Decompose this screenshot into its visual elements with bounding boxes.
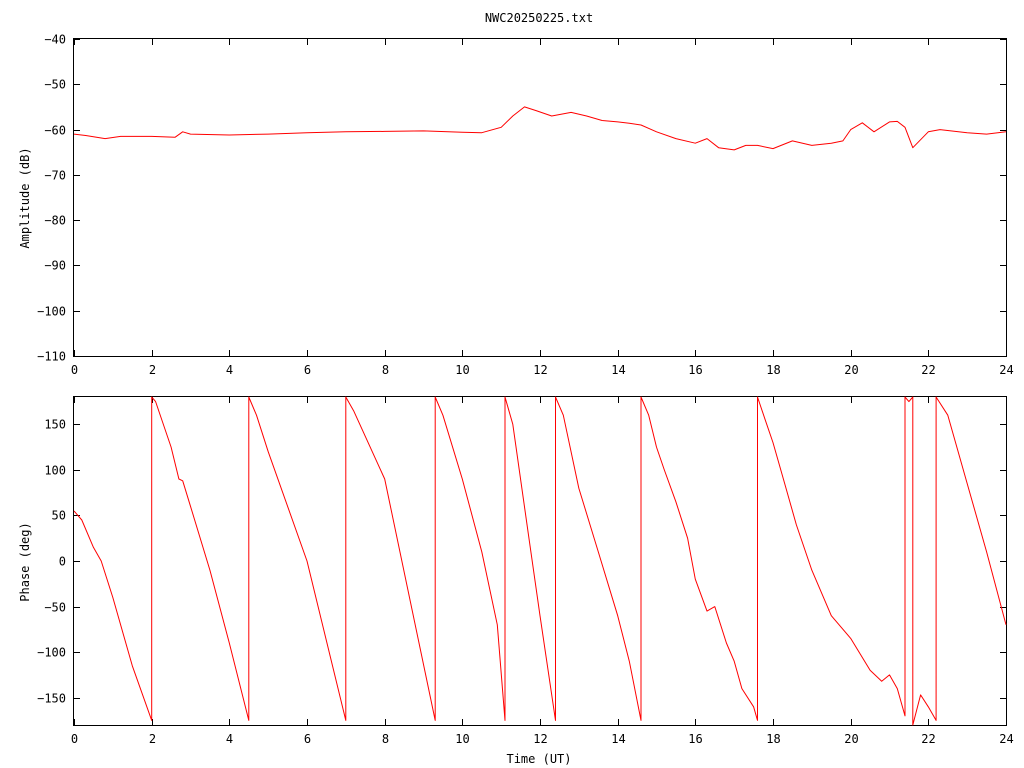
phase-x-tick-label: 16	[688, 732, 702, 746]
phase-x-axis-label: Time (UT)	[506, 752, 571, 766]
amplitude-y-tick-label: −50	[44, 78, 66, 92]
amplitude-y-tick-label: −60	[44, 124, 66, 138]
phase-y-tick-label: −150	[37, 692, 66, 706]
amplitude-x-tick-label: 16	[688, 363, 702, 377]
amplitude-frame	[73, 38, 1007, 357]
amplitude-x-tick-label: 22	[921, 363, 935, 377]
amplitude-trace	[73, 106, 1007, 151]
amplitude-y-tick-label: −90	[44, 259, 66, 273]
amplitude-x-tick-label: 2	[149, 363, 156, 377]
chart-title: NWC20250225.txt	[485, 11, 593, 25]
amplitude-x-tick-label: 20	[844, 363, 858, 377]
phase-y-tick-label: 0	[59, 555, 66, 569]
phase-y-tick-label: 100	[44, 464, 66, 478]
amplitude-y-tick-label: −110	[37, 350, 66, 364]
amplitude-y-tick-label: −70	[44, 169, 66, 183]
amplitude-x-tick-label: 0	[71, 363, 78, 377]
phase-y-tick-label: −100	[37, 646, 66, 660]
amplitude-y-tick-label: −80	[44, 214, 66, 228]
phase-frame	[73, 396, 1007, 726]
phase-x-tick-label: 14	[611, 732, 625, 746]
phase-x-tick-label: 24	[999, 732, 1013, 746]
amplitude-x-tick-label: 14	[611, 363, 625, 377]
amplitude-x-tick-label: 4	[226, 363, 233, 377]
amplitude-y-tick-label: −40	[44, 33, 66, 47]
amplitude-x-tick-label: 18	[766, 363, 780, 377]
amplitude-x-tick-label: 8	[382, 363, 389, 377]
phase-x-tick-label: 8	[382, 732, 389, 746]
phase-x-tick-label: 10	[455, 732, 469, 746]
amplitude-x-tick-label: 10	[455, 363, 469, 377]
amplitude-x-tick-label: 6	[304, 363, 311, 377]
phase-y-tick-label: 50	[52, 509, 66, 523]
phase-x-tick-label: 12	[533, 732, 547, 746]
phase-panel: 0 2 4 6 8 10 12 14 16 18 20 22 24−150−100−5005010015…	[18, 396, 1014, 766]
amplitude-x-tick-label: 12	[533, 363, 547, 377]
phase-x-tick-label: 22	[921, 732, 935, 746]
phase-y-tick-label: −50	[44, 601, 66, 615]
phase-ticks: 0 2 4 6 8 10 12 14 16 18 20 22 24−150−100−5005010015…	[37, 397, 1014, 746]
phase-x-tick-label: 2	[149, 732, 156, 746]
amplitude-x-tick-label: 24	[999, 363, 1013, 377]
phase-trace	[73, 396, 1007, 726]
phase-x-tick-label: 18	[766, 732, 780, 746]
phase-series-line	[73, 396, 1007, 726]
amplitude-panel: 0 2 4 6 8 10 12 14 16 18 20 22 24−110−100−90−80−70−6…	[18, 33, 1014, 378]
phase-y-tick-label: 150	[44, 418, 66, 432]
phase-x-tick-label: 4	[226, 732, 233, 746]
phase-x-tick-label: 20	[844, 732, 858, 746]
amplitude-series-line	[73, 106, 1007, 151]
phase-y-axis-label: Phase (deg)	[18, 522, 32, 601]
amplitude-y-axis-label: Amplitude (dB)	[18, 147, 32, 248]
phase-x-tick-label: 6	[304, 732, 311, 746]
amplitude-y-tick-label: −100	[37, 305, 66, 319]
phase-x-tick-label: 0	[71, 732, 78, 746]
amplitude-ticks: 0 2 4 6 8 10 12 14 16 18 20 22 24−110−100−90−80−70−6…	[37, 33, 1014, 378]
